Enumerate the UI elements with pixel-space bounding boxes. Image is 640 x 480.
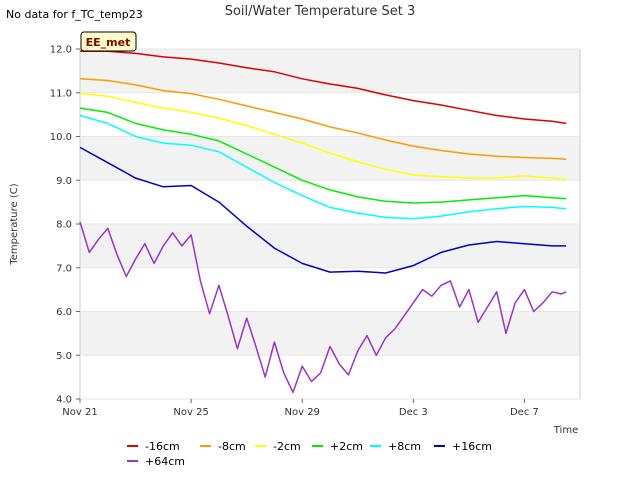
y-tick-label: 7.0	[56, 263, 72, 274]
no-data-note: No data for f_TC_temp23	[6, 8, 143, 21]
series-line-2cmcm	[79, 92, 567, 181]
legend-label: +16cm	[452, 440, 492, 453]
y-axis-ticks: 4.0 5.0 6.0 7.0 8.0 9.0 10.0 11.0 12.0	[50, 45, 80, 406]
series-line-16cmcm	[80, 50, 567, 125]
x-tick-label: Nov 21	[62, 407, 97, 418]
station-badge: EE_met	[80, 31, 137, 52]
band	[80, 136, 580, 181]
series-line-2cmcm	[79, 107, 567, 204]
y-tick-label: 4.0	[56, 395, 72, 406]
y-tick-label: 6.0	[56, 307, 72, 318]
x-tick-label: Dec 3	[399, 407, 428, 418]
series-line-16cmcm	[79, 146, 567, 274]
x-tick-label: Nov 29	[285, 407, 320, 418]
legend-item: +16cm	[434, 440, 492, 453]
legend-item: +2cm	[312, 440, 363, 453]
x-axis-label: Time	[553, 425, 578, 436]
legend: -16cm -8cm -2cm +2cm +8cm +16cm +64cm	[127, 440, 492, 468]
legend-item: +8cm	[370, 440, 421, 453]
legend-label: -8cm	[218, 440, 246, 453]
legend-item: -2cm	[255, 440, 301, 453]
station-badge-label: EE_met	[86, 36, 131, 49]
plot-background-bands	[80, 49, 580, 356]
series-line-64cmcm	[79, 221, 567, 394]
gridlines	[80, 48, 580, 400]
series-layer	[79, 50, 567, 394]
legend-label: +8cm	[388, 440, 421, 453]
y-tick-label: 12.0	[50, 45, 72, 56]
chart-title: Soil/Water Temperature Set 3	[225, 4, 416, 19]
y-tick-label: 10.0	[50, 132, 72, 143]
legend-item: -16cm	[127, 440, 180, 453]
series-line-8cmcm	[79, 78, 567, 160]
series-line-8cmcm	[79, 114, 567, 220]
y-tick-label: 8.0	[56, 220, 72, 231]
legend-label: -2cm	[273, 440, 301, 453]
y-axis-label: Temperature (C)	[9, 183, 20, 265]
y-tick-label: 11.0	[50, 88, 72, 99]
legend-label: -16cm	[145, 440, 180, 453]
y-tick-label: 5.0	[56, 351, 72, 362]
x-tick-label: Nov 25	[173, 407, 208, 418]
legend-item: +64cm	[127, 455, 185, 468]
y-tick-label: 9.0	[56, 176, 72, 187]
legend-label: +64cm	[145, 455, 185, 468]
x-tick-label: Dec 7	[510, 407, 539, 418]
x-axis-ticks: Nov 21 Nov 25 Nov 29 Dec 3 Dec 7	[62, 399, 539, 418]
legend-label: +2cm	[330, 440, 363, 453]
legend-item: -8cm	[200, 440, 246, 453]
